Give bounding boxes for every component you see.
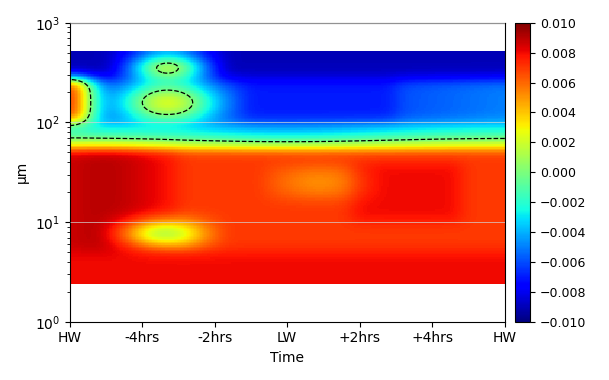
X-axis label: Time: Time: [270, 351, 304, 365]
Y-axis label: μm: μm: [15, 161, 29, 184]
